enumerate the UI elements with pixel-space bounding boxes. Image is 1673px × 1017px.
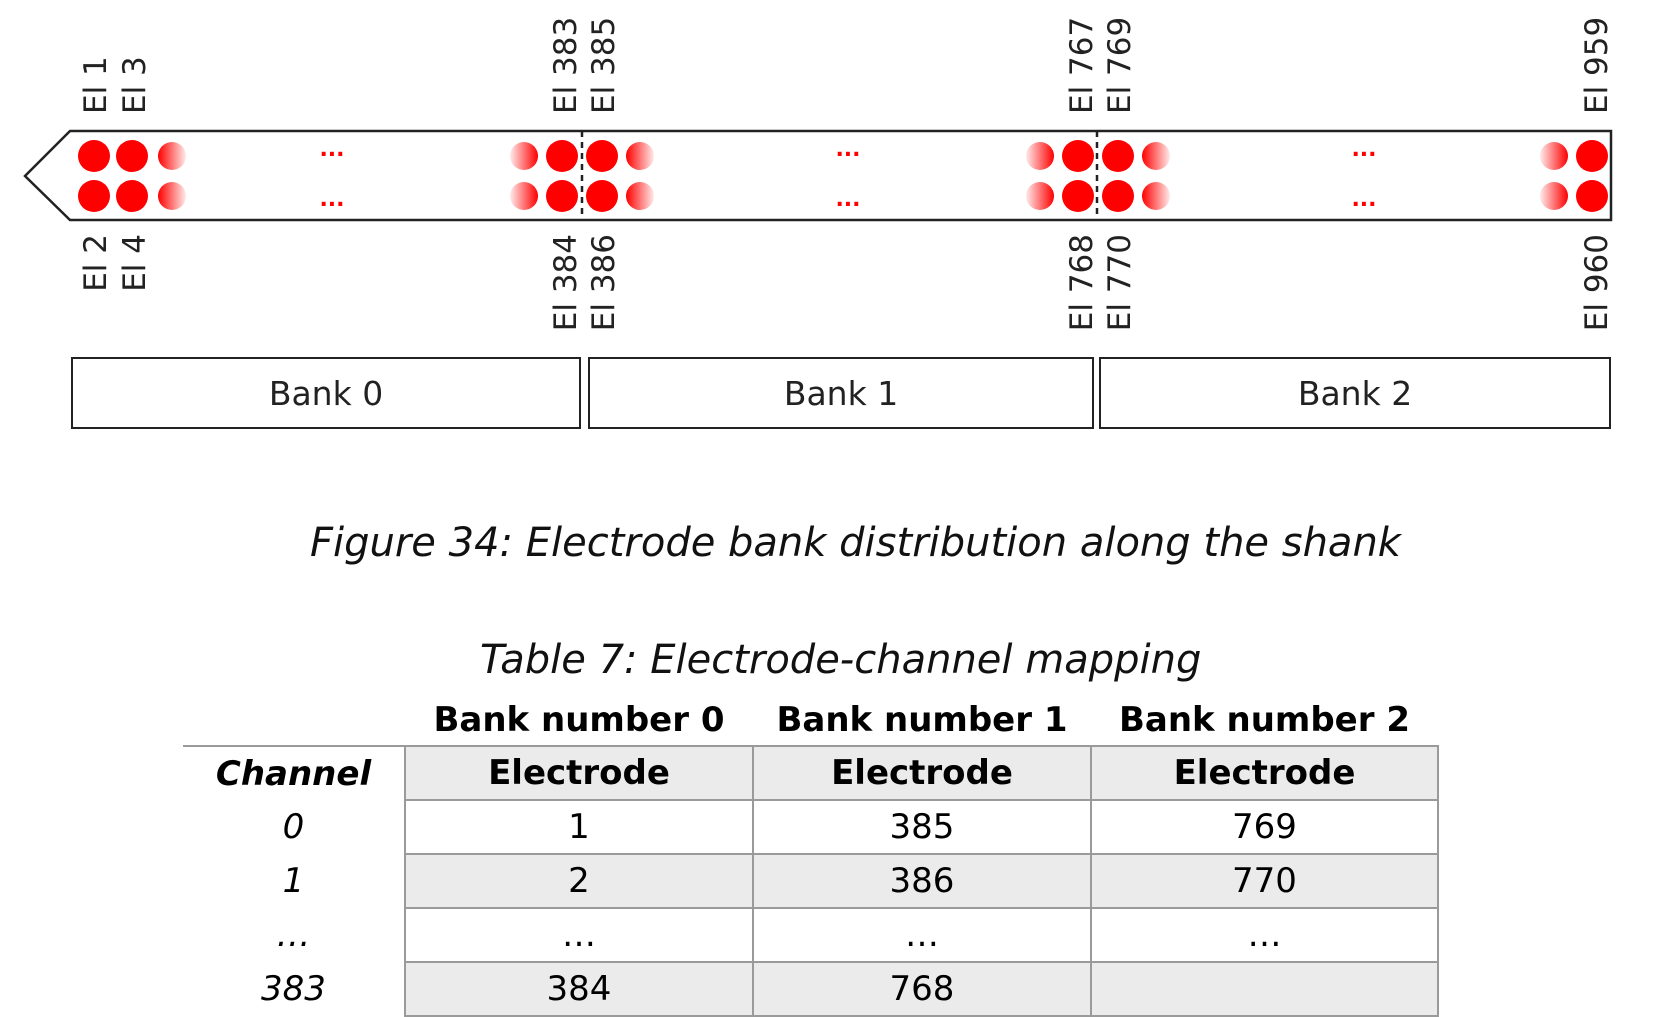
electrode-dot [586,140,618,172]
electrode-label-bottom: El 2 [78,234,114,292]
gap-ellipsis: ... [319,137,344,162]
electrode-label-bottom: El 960 [1579,234,1615,331]
electrode-dot [116,180,148,212]
electrode-dot [1062,180,1094,212]
electrode-cell [1090,962,1439,1017]
electrode-label-top: El 385 [586,17,622,114]
electrode-dot [1540,182,1568,210]
channel-cell: 1 [183,854,405,908]
bank-label-0: Bank 0 [269,374,383,413]
electrode-label-top: El 959 [1579,17,1615,114]
electrode-label-bottom: El 386 [586,234,622,331]
channel-header: Channel [183,746,405,800]
bank-box-0 [71,357,581,429]
figure-caption: Figure 34: Electrode bank distribution a… [310,520,1401,566]
bank-label-2: Bank 2 [1298,374,1412,413]
electrode-header: Electrode [752,746,1092,801]
electrode-dot [1102,140,1134,172]
channel-cell: 0 [183,800,405,854]
electrode-dot [1576,140,1608,172]
gap-ellipsis: ... [835,137,860,162]
electrode-dot [1142,142,1170,170]
electrode-header-row: Channel Electrode Electrode Electrode [183,746,1439,801]
bank-header: Bank number 1 [776,700,1068,740]
electrode-cell: 1 [404,800,754,855]
electrode-cell: 384 [404,962,754,1017]
electrode-dot [586,180,618,212]
electrode-cell: 770 [1090,854,1439,909]
table-row: 1 2 386 770 [183,854,1439,909]
electrode-label-bottom: El 768 [1064,234,1100,331]
gap-ellipsis: ... [1351,187,1376,212]
electrode-group-bank0-1 [510,140,654,212]
electrode-label-top: El 767 [1064,17,1100,114]
electrode-dot [1062,140,1094,172]
electrode-dot [1142,182,1170,210]
electrode-cell: 769 [1090,800,1439,855]
electrode-dot [626,182,654,210]
electrode-dot [546,180,578,212]
electrode-dot [158,182,186,210]
electrode-group-right [1540,140,1608,212]
electrode-dot [158,142,186,170]
electrode-cell: … [1090,908,1439,963]
bank-box-1 [588,357,1094,429]
electrode-cell: … [752,908,1092,963]
electrode-group-bank1-2 [1026,140,1170,212]
channel-cell: … [183,908,405,962]
bank-header-row: Bank number 0 Bank number 1 Bank number … [183,695,1438,746]
shank-outline [23,129,1613,222]
electrode-group-left [78,140,186,212]
electrode-dot [1026,182,1054,210]
electrode-cell: … [404,908,754,963]
electrode-dot [626,142,654,170]
bank-box-2 [1099,357,1611,429]
electrode-label-top: El 3 [117,56,153,114]
gap-ellipsis: ... [319,187,344,212]
bank-header: Bank number 0 [433,700,725,740]
electrode-dot [78,180,110,212]
table-row: … … … … [183,908,1439,963]
table-caption: Table 7: Electrode-channel mapping [480,637,1202,683]
electrode-dot [546,140,578,172]
bank-header: Bank number 2 [1118,700,1410,740]
table-row: 0 1 385 769 [183,800,1439,855]
electrode-label-bottom: El 384 [548,234,584,331]
electrode-label-top: El 769 [1102,17,1138,114]
electrode-dot [1026,142,1054,170]
bank-label-1: Bank 1 [784,374,898,413]
electrode-dot [116,140,148,172]
electrode-label-bottom: El 770 [1102,234,1138,331]
electrode-header: Electrode [404,746,754,801]
table-row: 383 384 768 [183,962,1439,1017]
electrode-dot [1540,142,1568,170]
electrode-label-bottom: El 4 [117,234,153,292]
empty-corner-cell [183,695,405,746]
shank-diagram: ... ... ... ... ... ... El 1 El 3 El 383… [23,17,1615,429]
gap-ellipsis: ... [1351,137,1376,162]
electrode-cell: 768 [752,962,1092,1017]
electrode-channel-table: Bank number 0 Bank number 1 Bank number … [183,695,1439,1017]
electrode-dot [1102,180,1134,212]
electrode-dot [1576,180,1608,212]
electrode-cell: 2 [404,854,754,909]
electrode-header: Electrode [1090,746,1439,801]
channel-cell: 383 [183,962,405,1016]
electrode-dot [78,140,110,172]
gap-ellipsis: ... [835,187,860,212]
electrode-dot [510,182,538,210]
electrode-label-top: El 383 [548,17,584,114]
electrode-cell: 386 [752,854,1092,909]
electrode-dot [510,142,538,170]
electrode-cell: 385 [752,800,1092,855]
electrode-label-top: El 1 [78,56,114,114]
